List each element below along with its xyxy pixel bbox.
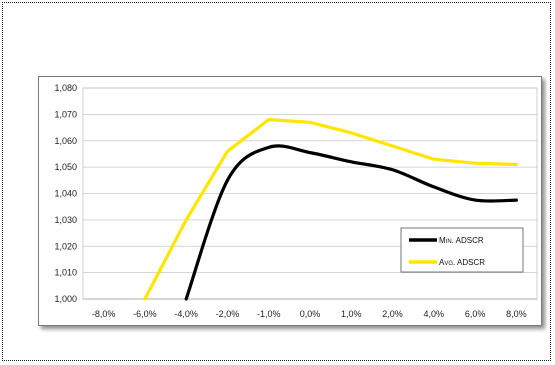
x-tick-label: -4,0% [174,309,198,319]
gridlines [82,87,538,300]
x-tick-label: 0,0% [300,309,321,319]
legend-box [400,227,524,273]
x-tick-label: -6,0% [133,309,157,319]
x-tick-label: 1,0% [341,309,362,319]
y-tick-label: 1,050 [54,162,77,172]
y-axis-labels: 1,000 1,010 1,020 1,030 1,040 1,050 1,060 1,070… [54,83,77,304]
legend: Min. ADSCR Avg. ADSCR [400,227,524,273]
y-tick-label: 1,000 [54,294,77,304]
chart-container: 1,000 1,010 1,020 1,030 1,040 1,050 1,060 1,070… [38,76,542,326]
y-tick-label: 1,030 [54,215,77,225]
x-tick-label: -8,0% [92,309,116,319]
series-line-min-adscr [184,144,518,301]
x-axis-labels: -8,0% -6,0% -4,0% -2,0% -1,0% 0,0% 1,0% 2,0% 4,0… [92,309,527,319]
legend-label: Avg. ADSCR [439,258,485,267]
y-tick-label: 1,010 [54,268,77,278]
x-tick-label: 4,0% [424,309,445,319]
y-tick-label: 1,070 [54,109,77,119]
plot-area [82,87,538,300]
y-tick-label: 1,040 [54,189,77,199]
page-frame [2,2,551,361]
y-tick-label: 1,080 [54,83,77,93]
series-lines [143,118,518,301]
x-tick-label: 8,0% [506,309,527,319]
x-tick-label: -1,0% [257,309,281,319]
x-tick-label: 6,0% [465,309,486,319]
line-chart: 1,000 1,010 1,020 1,030 1,040 1,050 1,060 1,070… [54,83,538,319]
series-line-avg-adscr [143,118,518,301]
x-tick-label: -2,0% [216,309,240,319]
x-tick-label: 2,0% [382,309,403,319]
y-tick-label: 1,060 [54,136,77,146]
legend-label: Min. ADSCR [439,236,484,245]
y-tick-label: 1,020 [54,241,77,251]
